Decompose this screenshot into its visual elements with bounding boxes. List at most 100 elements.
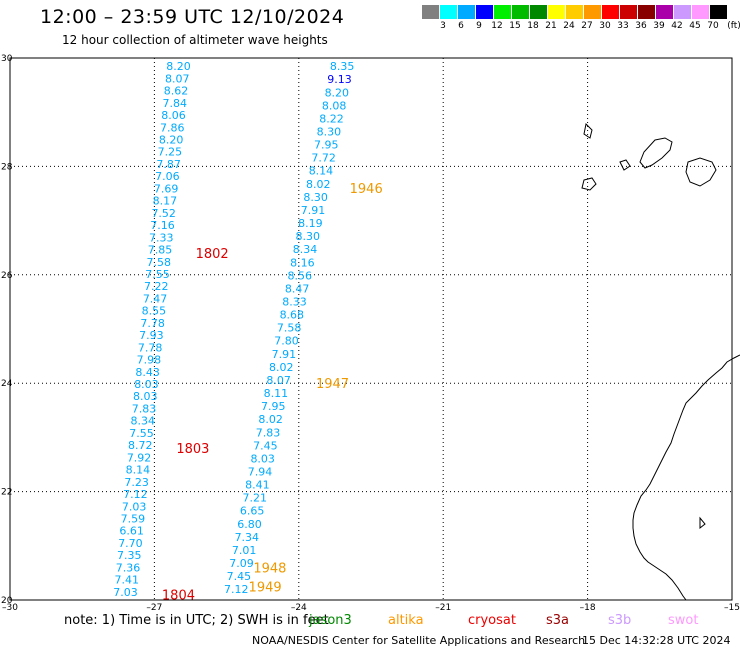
wave-height-value: 8.07 [266, 374, 291, 387]
wave-height-value: 8.34 [131, 415, 156, 428]
wave-height-value: 8.20 [166, 60, 191, 73]
wave-height-value: 7.16 [150, 219, 175, 232]
map-subtitle: 12 hour collection of altimeter wave hei… [62, 33, 328, 47]
wave-height-value: 7.45 [253, 439, 278, 452]
latitude-tick-label: 20 [1, 596, 13, 606]
longitude-tick-label: –15 [724, 603, 740, 613]
wave-height-value: 6.65 [240, 505, 265, 518]
legend-label: 12 [491, 21, 503, 31]
legend-label: 21 [545, 21, 557, 31]
legend-label: 15 [509, 21, 521, 31]
wave-height-value: 8.43 [135, 366, 160, 379]
pass-time-label: 1947 [316, 377, 349, 392]
wave-height-value: 8.35 [330, 60, 355, 73]
legend-label: 39 [653, 21, 665, 31]
canary-islands [583, 122, 593, 139]
legend-swatch [656, 5, 673, 19]
legend-label: 42 [671, 21, 683, 31]
wave-height-value: 7.52 [151, 207, 176, 220]
legend-swatch [476, 5, 493, 19]
wave-height-value: 7.22 [144, 280, 169, 293]
wave-height-value: 8.47 [285, 282, 310, 295]
wave-height-value: 7.80 [274, 335, 299, 348]
longitude-tick-label: –30 [2, 603, 18, 613]
wave-height-value: 8.33 [282, 295, 307, 308]
legend-swatch [674, 5, 691, 19]
wave-height-value: 7.95 [314, 139, 339, 152]
canary-islands [639, 137, 673, 169]
wave-height-value: 7.21 [243, 492, 268, 505]
wave-height-value: 7.58 [147, 256, 172, 269]
wave-height-value: 8.62 [164, 85, 189, 98]
wave-height-value: 8.55 [142, 305, 167, 318]
pass-time-label: 1949 [249, 580, 282, 595]
wave-height-value: 7.35 [117, 549, 142, 562]
wave-height-value: 6.61 [119, 525, 144, 538]
wave-height-value: 8.02 [269, 361, 294, 374]
generated-timestamp: 15 Dec 14:32:28 UTC 2024 [582, 634, 731, 647]
legend-label: 27 [581, 21, 593, 31]
longitude-tick-label: –27 [146, 603, 162, 613]
coastline [581, 122, 740, 601]
legend-label: 18 [527, 21, 539, 31]
latitude-tick-label: 26 [1, 271, 13, 281]
african-coastline [632, 354, 740, 601]
wave-height-value: 8.30 [317, 126, 342, 139]
wave-height-value: 8.03 [250, 452, 275, 465]
wave-height-value: 8.17 [153, 195, 178, 208]
wave-height-value: 8.56 [288, 269, 313, 282]
wave-height-value: 8.03 [134, 378, 159, 391]
legend-label: 33 [617, 21, 629, 31]
satellite-name: cryosat [468, 613, 516, 628]
coastal-inlet [699, 516, 706, 530]
wave-height-value: 7.72 [311, 152, 336, 165]
wave-height-value: 7.70 [118, 537, 143, 550]
pass-time-label: 1803 [176, 442, 209, 457]
legend-swatch [530, 5, 547, 19]
legend-swatch [512, 5, 529, 19]
map-grid: –30 –27 –24 –21 –18 –15 30 28 26 24 22 20 [1, 54, 740, 613]
legend-label: 3 [440, 21, 446, 31]
wave-height-value: 7.12 [123, 488, 148, 501]
wave-height-value: 7.36 [116, 561, 141, 574]
wave-height-value: 7.47 [143, 292, 168, 305]
wave-height-value: 7.87 [156, 158, 181, 171]
legend-label: 6 [458, 21, 464, 31]
legend-swatch [422, 5, 439, 19]
wave-height-value: 7.91 [301, 204, 326, 217]
wave-height-value: 7.33 [149, 231, 174, 244]
legend-swatch [602, 5, 619, 19]
wave-height-value: 7.09 [229, 557, 254, 570]
canary-islands [581, 177, 597, 191]
wave-height-value: 7.06 [155, 170, 180, 183]
legend-swatch [458, 5, 475, 19]
wave-height-value: 7.84 [163, 97, 188, 110]
wave-height-value: 8.20 [325, 86, 350, 99]
latitude-tick-label: 24 [1, 379, 13, 389]
wave-height-value: 7.69 [154, 182, 179, 195]
wave-height-value: 8.02 [306, 178, 331, 191]
wave-height-value: 7.59 [121, 513, 146, 526]
footer-note: note: 1) Time is in UTC; 2) SWH is in fe… [64, 613, 329, 628]
wave-height-value: 7.86 [160, 121, 185, 134]
legend-swatch [710, 5, 727, 19]
satellite-name: s3a [546, 613, 570, 628]
canary-islands [619, 159, 631, 171]
legend-unit: (ft) [727, 21, 740, 31]
wave-height-value: 9.13 [327, 73, 352, 86]
wave-height-value: 8.72 [128, 439, 153, 452]
wave-height-value: 8.02 [258, 413, 283, 426]
wave-height-value: 7.12 [224, 583, 249, 596]
wave-height-value: 7.78 [140, 317, 165, 330]
wave-height-value: 7.03 [122, 500, 147, 513]
wave-height-value: 7.55 [145, 268, 170, 281]
wave-height-value: 8.34 [293, 243, 318, 256]
wave-height-value: 8.68 [280, 309, 305, 322]
wave-height-value: 7.25 [158, 146, 183, 159]
wave-height-value: 8.30 [303, 191, 328, 204]
wave-height-value: 8.06 [161, 109, 186, 122]
legend-swatch [584, 5, 601, 19]
wave-height-value: 8.41 [245, 479, 270, 492]
canary-islands [685, 157, 717, 187]
